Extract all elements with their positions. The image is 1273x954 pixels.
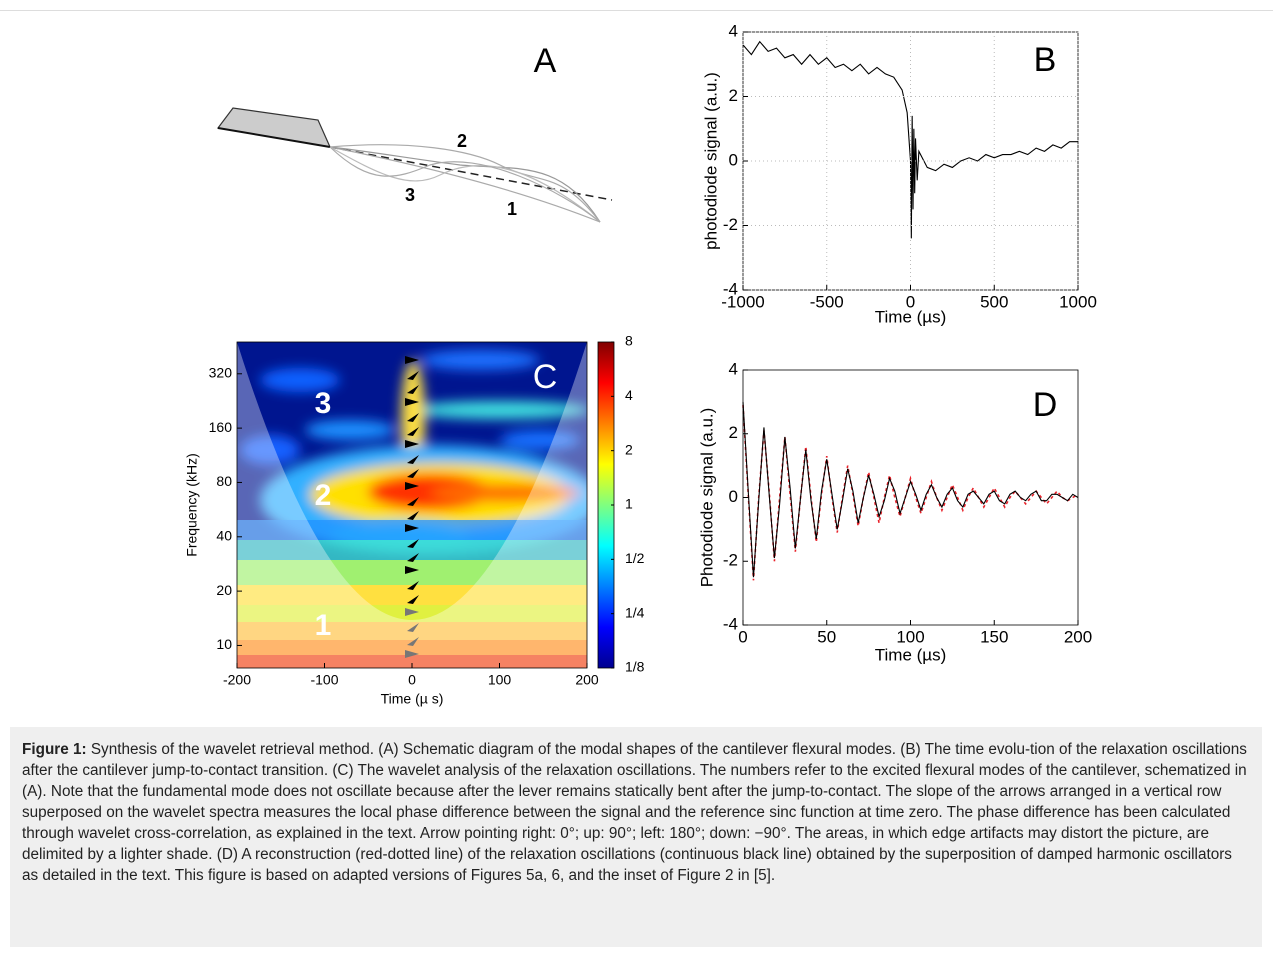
phase-arrow (405, 398, 419, 406)
phase-arrow (407, 637, 419, 646)
colorbar-tick-label: 2 (625, 441, 633, 457)
phase-arrows (405, 356, 419, 658)
phase-arrow (407, 623, 419, 632)
y-tick-label: 80 (216, 473, 232, 489)
x-tick-label: 50 (817, 627, 836, 646)
y-tick-label: 4 (729, 359, 738, 378)
phase-arrow (405, 566, 419, 574)
y-axis-label: photodiode signal (a.u.) (701, 72, 720, 250)
y-axis-label: Frequency (kHz) (184, 453, 200, 556)
x-tick-label: 0 (906, 292, 915, 311)
cantilever-diagram (216, 107, 613, 223)
phase-arrow (407, 553, 419, 562)
x-tick-label: -100 (310, 672, 338, 688)
phase-arrow (405, 440, 419, 448)
colorbar-tick-label: 1/2 (625, 550, 645, 566)
x-tick-label: 1000 (1059, 292, 1097, 311)
colorbar-tick-label: 8 (625, 333, 633, 349)
caption-label: Figure 1: (22, 741, 87, 758)
mode-label: 3 (405, 185, 415, 205)
data-line (742, 40, 1078, 239)
x-tick-label: 500 (980, 292, 1008, 311)
phase-arrow (405, 482, 419, 490)
phase-arrow (407, 497, 419, 506)
phase-arrow (407, 539, 419, 548)
phase-arrow (407, 511, 419, 520)
y-tick-label: 40 (216, 527, 232, 543)
y-tick-label: 320 (209, 364, 233, 380)
mode-label: 2 (315, 479, 332, 512)
colorbar-tick-label: 4 (625, 387, 633, 403)
x-tick-label: -200 (223, 672, 251, 688)
mode-label: 2 (457, 131, 467, 151)
mode-label: 1 (315, 609, 332, 642)
mode-label: 3 (315, 387, 332, 420)
y-tick-label: 0 (729, 150, 738, 169)
x-tick-label: 100 (488, 672, 512, 688)
x-axis-label: Time (µ s) (381, 691, 444, 707)
y-tick-label: -4 (723, 279, 738, 298)
phase-arrow (405, 356, 419, 364)
x-tick-label: 150 (980, 627, 1008, 646)
x-axis-label: Time (µs) (875, 307, 947, 326)
y-tick-label: 2 (729, 86, 738, 105)
y-tick-label: 20 (216, 582, 232, 598)
data-line (742, 405, 1079, 581)
caption-text: Synthesis of the wavelet retrieval metho… (22, 741, 1247, 884)
x-tick-label: 0 (738, 627, 747, 646)
phase-arrow (407, 581, 419, 590)
colorbar-tick-label: 1 (625, 496, 633, 512)
phase-arrow (407, 469, 419, 478)
y-tick-label: -4 (723, 614, 738, 633)
x-tick-label: -500 (810, 292, 844, 311)
x-tick-label: 100 (896, 627, 924, 646)
panel-label: C (533, 358, 558, 396)
figure-caption: Figure 1: Synthesis of the wavelet retri… (10, 727, 1262, 947)
phase-arrow (407, 455, 419, 464)
x-axis-label: Time (µs) (875, 645, 947, 664)
y-axis-label: Photodiode signal (a.u.) (697, 408, 716, 588)
x-tick-label: 200 (1064, 627, 1092, 646)
phase-arrow (407, 385, 419, 394)
phase-arrow (405, 650, 419, 658)
y-tick-label: -2 (723, 215, 738, 234)
colorbar-tick-label: 1/4 (625, 604, 645, 620)
x-tick-label: -1000 (721, 292, 764, 311)
phase-arrow (407, 371, 419, 380)
panel-label: B (1034, 41, 1057, 79)
y-tick-label: 160 (209, 419, 233, 435)
colorbar-tick-label: 1/8 (625, 659, 645, 675)
y-tick-label: 10 (216, 636, 232, 652)
y-tick-label: -2 (723, 551, 738, 570)
mode-label: 1 (507, 199, 517, 219)
panel-label: A (534, 42, 557, 80)
phase-arrow (405, 608, 419, 616)
x-tick-label: 200 (575, 672, 599, 688)
y-tick-label: 4 (729, 21, 738, 40)
y-tick-label: 0 (729, 487, 738, 506)
panel-label: D (1033, 386, 1058, 424)
data-line (742, 401, 1079, 578)
phase-arrow (405, 524, 419, 532)
phase-arrow (407, 413, 419, 422)
x-tick-label: 0 (408, 672, 416, 688)
phase-arrow (407, 595, 419, 604)
y-tick-label: 2 (729, 423, 738, 442)
phase-arrow (407, 427, 419, 436)
wavelet-spectrum (237, 342, 587, 668)
